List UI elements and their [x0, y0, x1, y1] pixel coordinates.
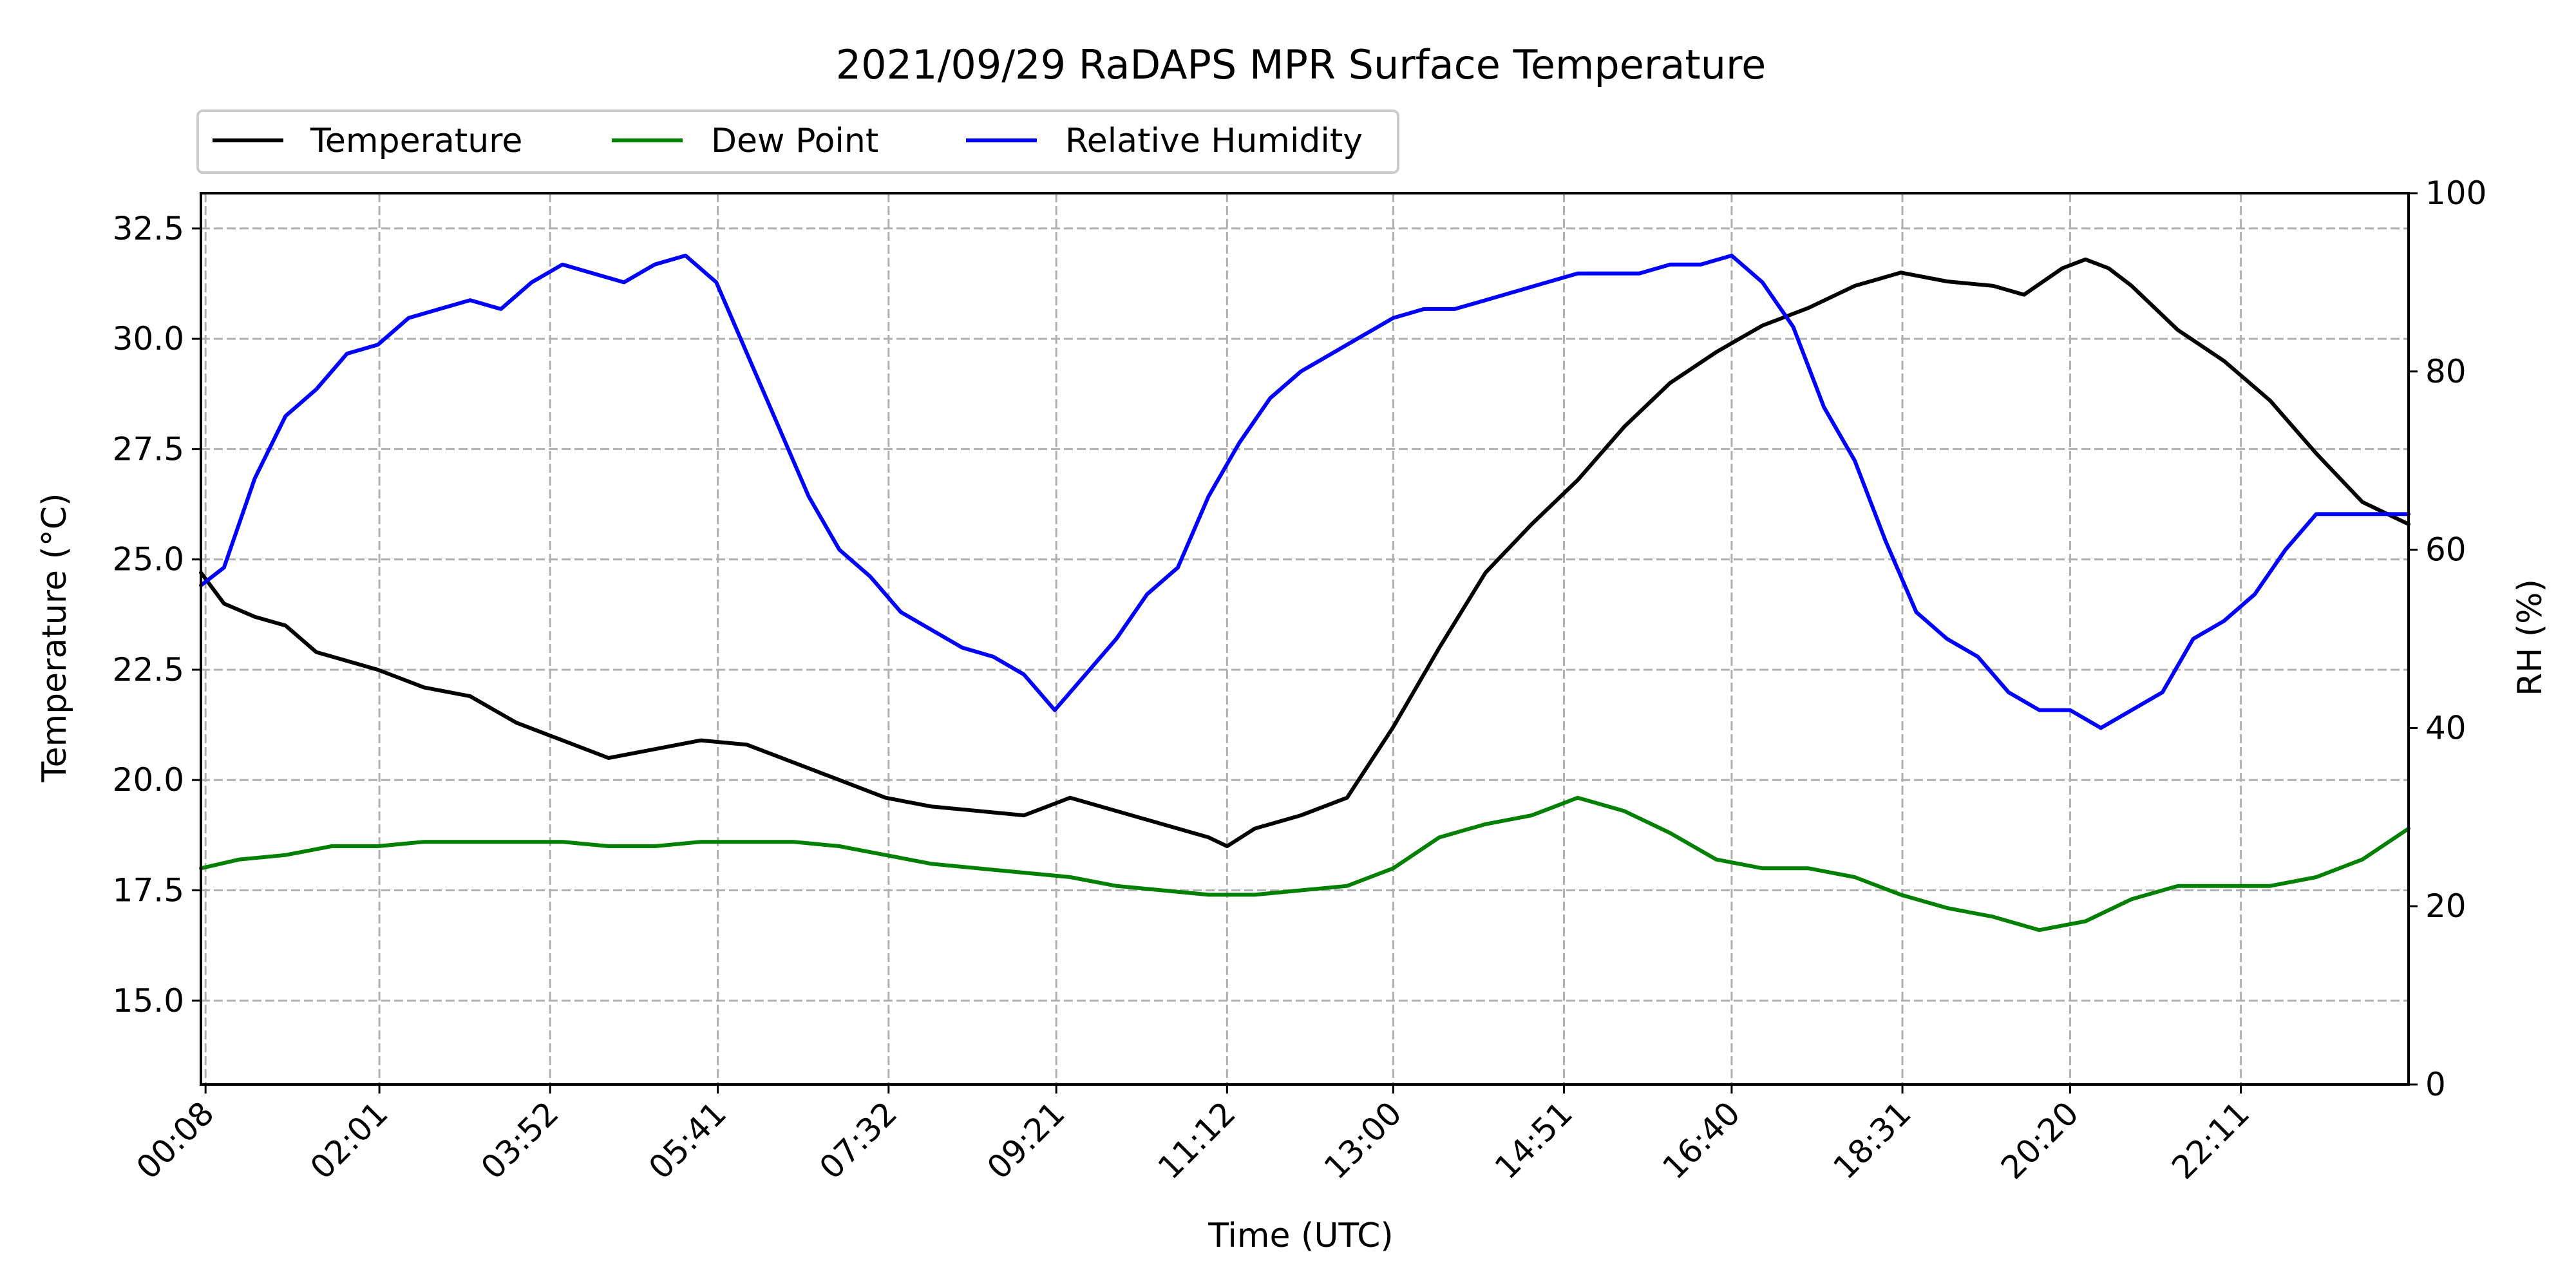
x-tick-label: 03:52 — [474, 1094, 566, 1186]
plot-frame — [200, 192, 2410, 1086]
y-axis-label-right: RH (%) — [2511, 579, 2550, 696]
series-line-relative-humidity — [199, 253, 2410, 730]
y-axis-label-left: Temperature (°C) — [35, 493, 74, 783]
y-tick-label-left: 27.5 — [113, 430, 184, 468]
legend-label-temperature: Temperature — [310, 122, 522, 160]
y-tick-label-right: 100 — [2425, 175, 2486, 212]
x-tick-label: 07:32 — [812, 1094, 904, 1186]
x-tick-label: 16:40 — [1655, 1094, 1747, 1186]
x-tick-label: 02:01 — [303, 1094, 395, 1186]
legend-label-dew-point: Dew Point — [711, 122, 878, 160]
x-tick-label: 11:12 — [1151, 1094, 1243, 1186]
legend-label-relative-humidity: Relative Humidity — [1065, 122, 1363, 160]
y-tick-label-left: 20.0 — [113, 761, 184, 799]
x-tick-label: 00:08 — [129, 1094, 222, 1186]
y-tick-label-right: 0 — [2425, 1066, 2446, 1103]
y-tick-right-layer: 0 20 40 60 80 100 — [2409, 175, 2486, 1103]
legend: Temperature Dew Point Relative Humidity — [196, 109, 1399, 174]
x-tick-label: 20:20 — [1994, 1094, 2086, 1186]
series-line-dew-point — [199, 795, 2410, 933]
x-axis-label: Time (UTC) — [1208, 1217, 1393, 1255]
y-tick-label-right: 20 — [2425, 887, 2467, 925]
chart-title: 2021/09/29 RaDAPS MPR Surface Temperatur… — [836, 41, 1766, 88]
legend-frame — [196, 109, 1399, 174]
y-tick-label-left: 17.5 — [113, 872, 184, 909]
y-tick-left-layer: 15.0 17.5 20.0 22.5 25.0 27.5 30.0 32.5 — [113, 210, 201, 1019]
x-tick-label: 18:31 — [1826, 1094, 1918, 1186]
y-tick-label-left: 32.5 — [113, 210, 184, 247]
x-tick-layer: 00:08 02:01 03:52 05:41 07:32 09:21 11:12 13:00… — [129, 1084, 2257, 1186]
y-tick-label-left: 25.0 — [113, 541, 184, 578]
x-tick-label: 14:51 — [1488, 1094, 1580, 1186]
y-tick-label-left: 30.0 — [113, 320, 184, 357]
y-tick-label-right: 80 — [2425, 353, 2467, 390]
series-layer — [199, 253, 2410, 933]
x-tick-label: 13:00 — [1317, 1094, 1409, 1186]
y-tick-label-left: 22.5 — [113, 651, 184, 688]
x-tick-label: 05:41 — [641, 1094, 734, 1186]
x-tick-label: 09:21 — [980, 1094, 1072, 1186]
y-tick-label-left: 15.0 — [113, 982, 184, 1019]
grid-layer — [201, 193, 2409, 1084]
y-tick-label-right: 60 — [2425, 531, 2467, 569]
y-tick-label-right: 40 — [2425, 709, 2467, 746]
series-line-temperature — [199, 257, 2410, 848]
x-tick-label: 22:11 — [2164, 1094, 2257, 1186]
